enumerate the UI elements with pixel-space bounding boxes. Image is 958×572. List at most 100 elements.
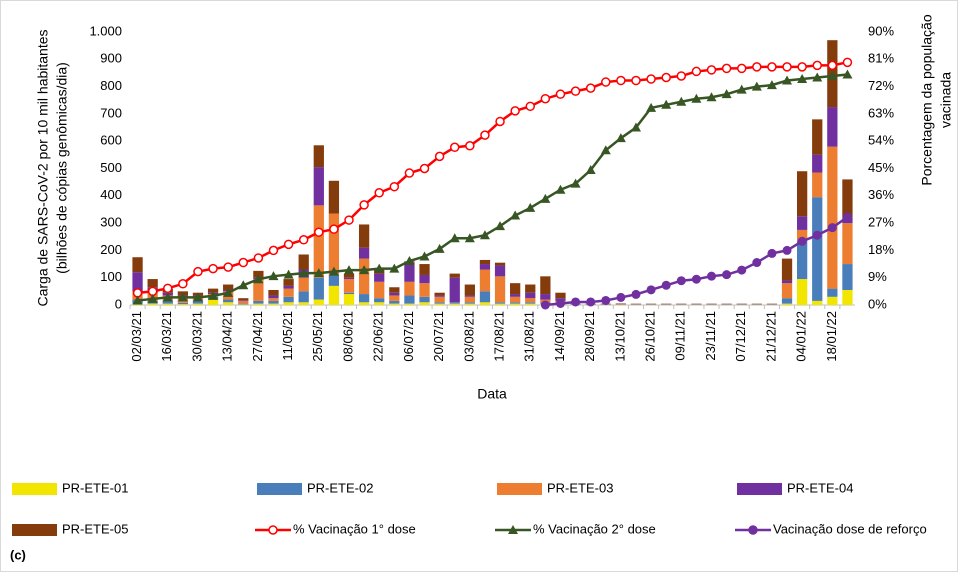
bar-segment bbox=[781, 280, 793, 284]
y2-tick-label: 18% bbox=[868, 242, 894, 257]
bar-segment bbox=[510, 303, 521, 305]
bar-segment bbox=[827, 107, 838, 147]
legend-label: % Vacinação 1° dose bbox=[293, 521, 416, 536]
line-marker bbox=[676, 71, 687, 81]
x-tick-label: 13/04/21 bbox=[220, 311, 235, 362]
line-marker bbox=[616, 75, 626, 86]
bar-segment bbox=[434, 302, 445, 304]
line-marker bbox=[208, 263, 218, 274]
bar-segment bbox=[842, 264, 853, 290]
bar-segment bbox=[192, 300, 204, 304]
bar-segment bbox=[827, 288, 838, 297]
bar-segment bbox=[283, 279, 294, 286]
bar-segment bbox=[283, 285, 294, 289]
bar-segment bbox=[781, 283, 793, 299]
line-marker bbox=[586, 297, 596, 307]
legend-label: PR-ETE-05 bbox=[62, 521, 128, 536]
bar-segment bbox=[494, 276, 506, 303]
bar-segment bbox=[479, 291, 491, 303]
x-tick-label: 02/03/21 bbox=[129, 311, 144, 362]
line-marker bbox=[298, 235, 309, 245]
bar-segment bbox=[842, 179, 853, 218]
y2-tick-label: 9% bbox=[868, 269, 887, 284]
bar-segment bbox=[404, 262, 415, 282]
line-marker bbox=[646, 74, 656, 84]
x-tick-label: 14/09/21 bbox=[552, 311, 567, 362]
y2-axis-title: Porcentagem da população bbox=[919, 14, 935, 185]
bar-segment bbox=[298, 302, 309, 305]
bar-segment bbox=[494, 303, 506, 305]
line-marker bbox=[721, 89, 732, 99]
line-marker bbox=[283, 239, 294, 250]
bar-segment bbox=[434, 295, 445, 297]
bar-segment bbox=[238, 303, 249, 305]
bar-segment bbox=[419, 296, 430, 303]
bar-segment bbox=[797, 229, 808, 241]
line-marker bbox=[178, 279, 188, 289]
bar-segment bbox=[268, 303, 279, 305]
x-tick-label: 23/11/21 bbox=[703, 311, 718, 361]
line-marker bbox=[812, 230, 822, 240]
line-marker bbox=[842, 212, 852, 222]
bar-segment bbox=[797, 279, 808, 305]
bar-segment bbox=[781, 298, 793, 304]
line-marker bbox=[419, 163, 430, 174]
bar-segment bbox=[555, 292, 566, 299]
y-tick-label: 600 bbox=[100, 133, 122, 148]
bar-segment bbox=[298, 254, 309, 270]
bar-segment bbox=[419, 302, 430, 305]
bar-segment bbox=[132, 257, 143, 273]
bar-segment bbox=[177, 304, 188, 305]
line-marker bbox=[329, 224, 339, 234]
bar-segment bbox=[313, 299, 324, 305]
line-marker bbox=[706, 92, 717, 102]
line-marker bbox=[797, 62, 807, 72]
bar-segment bbox=[313, 277, 324, 300]
x-tick-label: 26/10/21 bbox=[643, 311, 658, 362]
bar-segment bbox=[812, 300, 823, 305]
line-marker bbox=[525, 202, 536, 212]
x-tick-label: 27/04/21 bbox=[250, 311, 265, 362]
line-marker bbox=[449, 142, 460, 153]
line-marker bbox=[298, 268, 309, 278]
line-marker bbox=[615, 133, 626, 143]
line-marker bbox=[389, 181, 400, 192]
bar-segment bbox=[358, 224, 370, 248]
line-marker bbox=[797, 236, 807, 246]
bar-segment bbox=[238, 304, 249, 305]
line-marker bbox=[510, 210, 521, 220]
line-marker bbox=[404, 256, 415, 266]
y2-tick-label: 72% bbox=[868, 78, 894, 93]
bar-segment bbox=[389, 295, 400, 301]
line-marker bbox=[540, 193, 551, 203]
line-marker bbox=[782, 75, 793, 85]
line-marker bbox=[555, 184, 566, 194]
legend-label: % Vacinação 2° dose bbox=[533, 521, 656, 536]
bar-segment bbox=[419, 283, 430, 297]
bar-segment bbox=[812, 119, 823, 155]
bar-segment bbox=[812, 197, 823, 301]
legend-label: Vacinação dose de reforço bbox=[773, 521, 927, 536]
line-marker bbox=[147, 293, 158, 303]
bar-segment bbox=[343, 279, 355, 293]
line-marker bbox=[722, 270, 732, 280]
bar-segment bbox=[510, 302, 521, 304]
line-marker bbox=[691, 274, 701, 284]
bar-segment bbox=[419, 264, 430, 275]
line-marker bbox=[721, 63, 732, 74]
bar-segment bbox=[298, 291, 309, 303]
line-marker bbox=[736, 63, 747, 74]
legend-marker bbox=[268, 525, 278, 535]
line-marker bbox=[495, 116, 505, 127]
line-marker bbox=[434, 243, 445, 253]
bar-segment bbox=[464, 295, 475, 297]
bar-segment bbox=[238, 300, 249, 301]
bar-segment bbox=[343, 292, 355, 295]
line-marker bbox=[389, 263, 400, 273]
bar-segment bbox=[268, 300, 279, 304]
line-marker bbox=[132, 295, 143, 305]
legend-label: PR-ETE-04 bbox=[787, 480, 853, 495]
legend-marker bbox=[508, 525, 518, 534]
line-marker bbox=[162, 292, 173, 302]
